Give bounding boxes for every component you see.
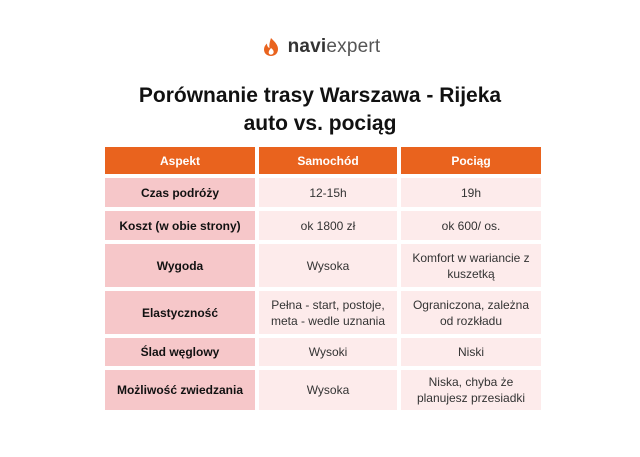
brand-logo: naviexpert [0, 36, 640, 58]
train-value: ok 600/ os. [401, 211, 541, 240]
train-value: Komfort w wariancie z kuszetką [401, 244, 541, 287]
train-value: 19h [401, 178, 541, 207]
table-row: Koszt (w obie strony) ok 1800 zł ok 600/… [105, 211, 541, 240]
car-value: Wysoki [259, 338, 397, 366]
table-header-row: Aspekt Samochód Pociąg [105, 147, 541, 174]
train-value: Niska, chyba że planujesz przesiadki [401, 370, 541, 410]
brand-wordmark: naviexpert [288, 36, 381, 58]
row-aspect-label: Elastyczność [105, 291, 255, 334]
header-aspect: Aspekt [105, 147, 255, 174]
car-value: ok 1800 zł [259, 211, 397, 240]
brand-wordmark-bold: navi [287, 36, 327, 57]
brand-wordmark-light: expert [326, 36, 381, 57]
train-value: Ograniczona, zależna od rozkładu [401, 291, 541, 334]
train-value: Niski [401, 338, 541, 366]
row-aspect-label: Czas podróży [105, 178, 255, 207]
row-aspect-label: Możliwość zwiedzania [105, 370, 255, 410]
naviexpert-flame-logo-icon [263, 38, 278, 56]
page-title-line1: Porównanie trasy Warszawa - Rijeka [138, 84, 502, 107]
car-value: Wysoka [259, 370, 397, 410]
table-row: Czas podróży 12-15h 19h [105, 178, 541, 207]
header-train: Pociąg [401, 147, 541, 174]
table-row: Wygoda Wysoka Komfort w wariancie z kusz… [105, 244, 541, 287]
row-aspect-label: Koszt (w obie strony) [105, 211, 255, 240]
car-value: 12-15h [259, 178, 397, 207]
car-value: Pełna - start, postoje, meta - wedle uzn… [259, 291, 397, 334]
car-value: Wysoka [259, 244, 397, 287]
table-row: Elastyczność Pełna - start, postoje, met… [105, 291, 541, 334]
table-row: Ślad węglowy Wysoki Niski [105, 338, 541, 366]
row-aspect-label: Ślad węglowy [105, 338, 255, 366]
comparison-table: Aspekt Samochód Pociąg Czas podróży 12-1… [101, 143, 545, 414]
page-title-line2: auto vs. pociąg [243, 112, 397, 135]
table-row: Możliwość zwiedzania Wysoka Niska, chyba… [105, 370, 541, 410]
row-aspect-label: Wygoda [105, 244, 255, 287]
header-car: Samochód [259, 147, 397, 174]
